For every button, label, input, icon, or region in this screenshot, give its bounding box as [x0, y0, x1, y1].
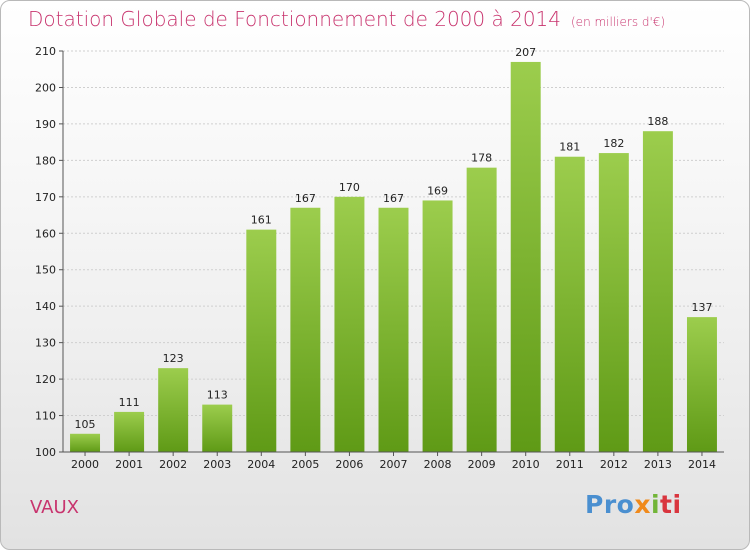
bar-value-label: 207	[515, 46, 536, 59]
bar-value-label: 123	[163, 352, 184, 365]
y-tick-label: 100	[35, 446, 56, 459]
bar-value-label: 169	[427, 184, 448, 197]
bar	[202, 404, 233, 452]
x-tick-label: 2008	[424, 458, 452, 471]
bar-value-label: 170	[339, 181, 360, 194]
bar	[554, 156, 585, 452]
bar-value-label: 167	[295, 192, 316, 205]
y-tick-label: 130	[35, 337, 56, 350]
bar	[466, 167, 497, 452]
x-tick-label: 2000	[71, 458, 99, 471]
y-tick-label: 140	[35, 300, 56, 313]
bar	[510, 61, 541, 452]
x-tick-label: 2005	[291, 458, 319, 471]
proxiti-logo: Proxiti	[585, 490, 682, 519]
x-tick-label: 2009	[468, 458, 496, 471]
bar-value-label: 111	[119, 396, 140, 409]
x-tick-label: 2003	[203, 458, 231, 471]
x-tick-label: 2007	[380, 458, 408, 471]
bar-value-label: 188	[647, 115, 668, 128]
bar-value-label: 181	[559, 141, 580, 154]
y-tick-label: 170	[35, 191, 56, 204]
x-tick-label: 2014	[688, 458, 716, 471]
bar	[642, 131, 673, 452]
x-tick-label: 2006	[335, 458, 363, 471]
bar-value-label: 161	[251, 214, 272, 227]
y-tick-label: 110	[35, 410, 56, 423]
y-tick-label: 190	[35, 118, 56, 131]
y-tick-label: 200	[35, 81, 56, 94]
bar	[378, 207, 409, 452]
bar	[422, 200, 453, 452]
x-tick-label: 2010	[512, 458, 540, 471]
bar	[246, 229, 277, 452]
bar-value-label: 137	[691, 301, 712, 314]
x-tick-label: 2013	[644, 458, 672, 471]
bar	[334, 196, 365, 452]
bar	[686, 317, 717, 452]
x-tick-label: 2004	[247, 458, 275, 471]
commune-name: VAUX	[30, 497, 79, 518]
x-tick-label: 2011	[556, 458, 584, 471]
bar	[598, 153, 629, 452]
bar-value-label: 182	[603, 137, 624, 150]
y-tick-label: 150	[35, 264, 56, 277]
chart-unit-label: (en milliers d'€)	[571, 15, 666, 29]
bar-value-label: 178	[471, 152, 492, 165]
chart-title: Dotation Globale de Fonctionnement de 20…	[28, 7, 666, 31]
bar-value-label: 105	[75, 418, 96, 431]
bar	[70, 433, 101, 452]
x-tick-label: 2012	[600, 458, 628, 471]
y-tick-label: 210	[35, 45, 56, 58]
x-tick-label: 2002	[159, 458, 187, 471]
x-tick-label: 2001	[115, 458, 143, 471]
y-tick-label: 180	[35, 154, 56, 167]
bar	[114, 411, 145, 452]
bar-value-label: 167	[383, 192, 404, 205]
bar	[158, 368, 189, 452]
y-tick-label: 160	[35, 227, 56, 240]
bar-value-label: 113	[207, 389, 228, 402]
y-tick-label: 120	[35, 373, 56, 386]
bar	[290, 207, 321, 452]
